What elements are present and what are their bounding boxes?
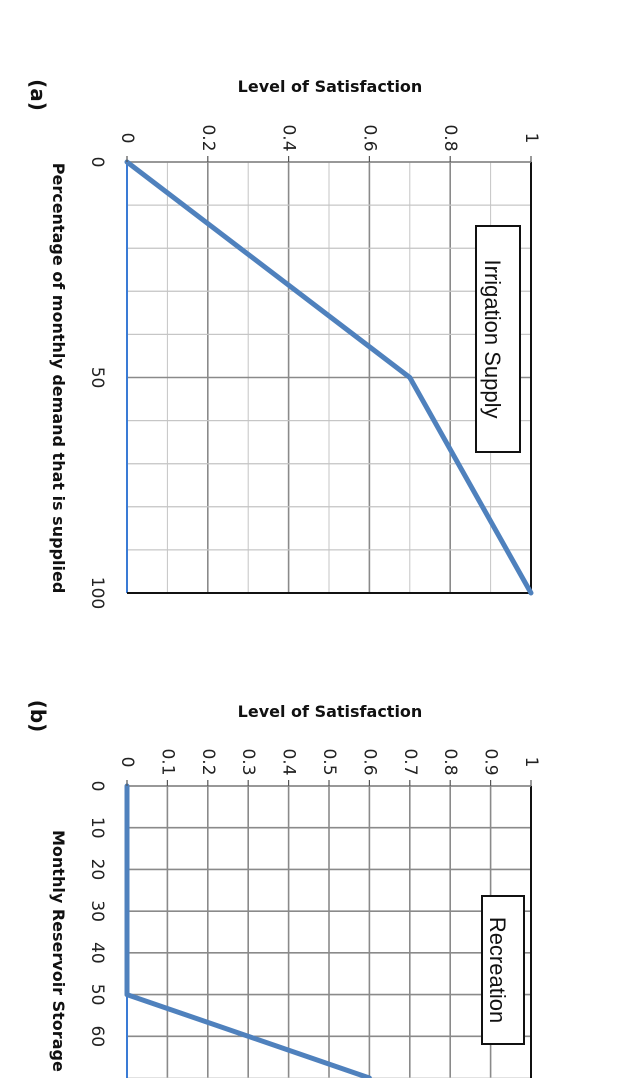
y-tick-label: 0.5 <box>319 748 339 775</box>
y-tick-label: 0.9 <box>481 748 501 775</box>
x-tick-label: 50 <box>87 367 107 389</box>
x-tick-label: 10 <box>87 817 107 839</box>
panel-a-y-ticks: 0 0.2 0.4 0.6 0.8 1 <box>117 124 541 162</box>
panel-b-title-box: Recreation <box>481 895 525 1045</box>
x-tick-label: 40 <box>87 942 107 964</box>
x-tick-label: 60 <box>87 1025 107 1047</box>
y-tick-label: 0.6 <box>359 748 379 775</box>
panel-a-title-box: Irrigation Supply <box>475 225 521 453</box>
panel-b-grid <box>126 785 532 1078</box>
panel-b-y-ticks: 0 0.1 0.2 0.3 0.4 0.5 0.6 0.7 0.8 0.9 1 <box>117 748 541 786</box>
panel-a-xlabel: Percentage of monthly demand that is sup… <box>49 163 68 594</box>
series-line <box>124 159 534 596</box>
panel-b-ylabel: Level of Satisfaction <box>238 702 423 721</box>
panel-a-chart: 0 0.2 0.4 0.6 0.8 1 0 50 100 Level of Satisfact… <box>26 77 541 609</box>
panel-b-line-layer <box>124 783 372 1078</box>
y-tick-label: 0.1 <box>157 748 177 775</box>
y-tick-label: 0.8 <box>440 124 460 151</box>
panel-a-grid <box>126 161 532 594</box>
y-tick-label: 0.2 <box>198 748 218 775</box>
panel-a-line-layer <box>124 159 534 596</box>
panel-a-title: Irrigation Supply <box>480 260 505 419</box>
panel-b-xlabel: Monthly Reservoir Storage <box>49 830 68 1072</box>
x-tick-label: 30 <box>87 900 107 922</box>
panel-b-title: Recreation <box>485 917 510 1023</box>
y-tick-label: 1 <box>521 133 541 144</box>
y-tick-label: 1 <box>521 757 541 768</box>
y-tick-label: 0.4 <box>279 748 299 775</box>
x-tick-label: 50 <box>87 984 107 1006</box>
x-tick-label: 0 <box>87 781 107 792</box>
y-tick-label: 0 <box>117 757 137 768</box>
panel-b-chart: 0 0.1 0.2 0.3 0.4 0.5 0.6 0.7 0.8 0.9 1 0 10 20 30 40 5… <box>26 700 541 1078</box>
x-tick-label: 100 <box>87 577 107 609</box>
panel-b-label: (b) <box>26 700 50 733</box>
y-tick-label: 0 <box>117 133 137 144</box>
x-tick-label: 20 <box>87 859 107 881</box>
panel-a-ylabel: Level of Satisfaction <box>238 77 423 96</box>
series-line <box>124 783 372 1078</box>
y-tick-label: 0.6 <box>359 124 379 151</box>
panel-a-x-ticks: 0 50 100 <box>87 157 107 610</box>
y-tick-label: 0.7 <box>400 748 420 775</box>
x-tick-label: 0 <box>87 157 107 168</box>
panel-a-label: (a) <box>26 79 50 111</box>
y-tick-label: 0.3 <box>238 748 258 775</box>
panel-b-x-ticks: 0 10 20 30 40 50 60 <box>87 781 107 1048</box>
y-tick-label: 0.8 <box>440 748 460 775</box>
y-tick-label: 0.2 <box>198 124 218 151</box>
y-tick-label: 0.4 <box>279 124 299 151</box>
